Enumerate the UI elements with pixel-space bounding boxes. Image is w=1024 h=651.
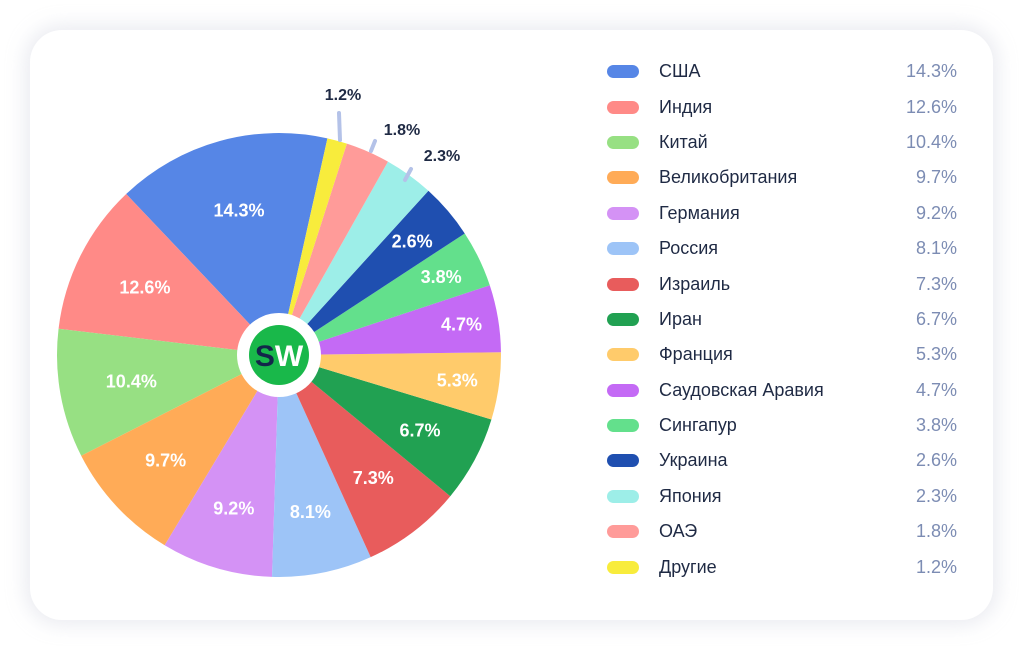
pie-slice <box>279 161 429 355</box>
pie-slice <box>279 190 465 355</box>
pie-slice <box>272 355 371 577</box>
legend-swatch-icon <box>607 454 639 468</box>
legend-label: США <box>659 61 701 82</box>
legend-item: Израиль 7.3% <box>607 266 957 301</box>
legend-value: 1.2% <box>915 556 957 577</box>
slice-label: 12.6% <box>119 278 170 298</box>
legend-item: Россия 8.1% <box>607 231 957 266</box>
pie-slice <box>279 352 501 420</box>
legend-swatch-icon <box>607 383 639 397</box>
pie-slice <box>279 138 347 355</box>
legend-swatch-icon <box>607 525 639 539</box>
pie-slice <box>279 285 501 355</box>
slice-label: 7.3% <box>353 468 394 488</box>
legend-item: Япония 2.3% <box>607 479 957 514</box>
legend-swatch-icon <box>607 560 639 574</box>
slice-label: 4.7% <box>441 314 482 334</box>
legend-item: Сингапур 3.8% <box>607 408 957 443</box>
legend: США 14.3% Индия 12.6% Китай 10.4% Великобритан… <box>607 54 957 585</box>
legend-label: Китай <box>659 131 708 152</box>
legend-value: 3.8% <box>915 415 957 436</box>
legend-item: Индия 12.6% <box>607 89 957 124</box>
slice-label: 6.7% <box>399 421 440 441</box>
logo-text: SW <box>255 340 304 373</box>
legend-label: Украина <box>659 450 728 471</box>
legend-label: Индия <box>659 96 713 117</box>
pie-slice <box>279 355 492 497</box>
pie-slice <box>279 143 388 355</box>
slice-label: 2.3% <box>424 148 460 165</box>
legend-swatch-icon <box>607 206 639 220</box>
slice-label: 1.8% <box>384 122 420 139</box>
legend-value: 8.1% <box>915 238 957 259</box>
legend-label: Великобритания <box>659 167 798 188</box>
legend-item: Китай 10.4% <box>607 125 957 160</box>
legend-item: ОАЭ 1.8% <box>607 514 957 549</box>
legend-value: 12.6% <box>905 96 957 117</box>
pie-slice <box>81 355 279 546</box>
legend-label: Израиль <box>659 273 731 294</box>
legend-swatch-icon <box>607 419 639 433</box>
legend-swatch-icon <box>607 242 639 256</box>
leader-line <box>369 139 377 153</box>
legend-item: Великобритания 9.7% <box>607 160 957 195</box>
legend-item: Германия 9.2% <box>607 196 957 231</box>
legend-item: Франция 5.3% <box>607 337 957 372</box>
slice-label: 2.6% <box>392 231 433 251</box>
legend-swatch-icon <box>607 171 639 185</box>
legend-item: Другие 1.2% <box>607 549 957 584</box>
legend-value: 9.7% <box>915 167 957 188</box>
legend-value: 10.4% <box>905 131 957 152</box>
pie-slice <box>126 133 328 355</box>
legend-value: 7.3% <box>915 273 957 294</box>
legend-item: Саудовская Аравия 4.7% <box>607 373 957 408</box>
legend-item: США 14.3% <box>607 54 957 89</box>
legend-value: 2.3% <box>915 485 957 506</box>
leader-line <box>337 111 342 142</box>
pie-slice <box>58 193 279 355</box>
slice-label: 9.2% <box>213 498 254 518</box>
legend-item: Украина 2.6% <box>607 443 957 478</box>
legend-label: Другие <box>659 556 717 577</box>
legend-swatch-icon <box>607 348 639 362</box>
pie-slice <box>56 328 279 456</box>
slice-label: 9.7% <box>145 451 186 471</box>
legend-swatch-icon <box>607 135 639 149</box>
legend-value: 9.2% <box>915 202 957 223</box>
legend-label: Япония <box>659 485 722 506</box>
logo-circle-icon <box>249 325 309 385</box>
legend-item: Иран 6.7% <box>607 302 957 337</box>
legend-value: 4.7% <box>915 379 957 400</box>
legend-value: 6.7% <box>915 308 957 329</box>
legend-swatch-icon <box>607 277 639 291</box>
slice-label: 3.8% <box>421 267 462 287</box>
legend-value: 1.8% <box>915 521 957 542</box>
legend-swatch-icon <box>607 489 639 503</box>
pie-slice <box>164 355 279 577</box>
legend-swatch-icon <box>607 65 639 79</box>
pie-slice <box>279 233 490 355</box>
legend-label: Россия <box>659 238 719 259</box>
legend-value: 5.3% <box>915 344 957 365</box>
legend-label: Сингапур <box>659 415 737 436</box>
legend-swatch-icon <box>607 312 639 326</box>
slice-label: 14.3% <box>214 200 265 220</box>
legend-value: 2.6% <box>915 450 957 471</box>
slice-label: 8.1% <box>290 502 331 522</box>
legend-value: 14.3% <box>905 61 957 82</box>
slice-label: 10.4% <box>106 371 157 391</box>
leader-line <box>403 167 413 182</box>
legend-label: Германия <box>659 202 740 223</box>
legend-label: ОАЭ <box>659 521 698 542</box>
legend-label: Франция <box>659 344 733 365</box>
slice-label: 1.2% <box>325 87 361 104</box>
legend-swatch-icon <box>607 100 639 114</box>
legend-label: Иран <box>659 308 702 329</box>
slice-label: 5.3% <box>437 370 478 390</box>
legend-label: Саудовская Аравия <box>659 379 824 400</box>
pie-slice <box>279 355 451 558</box>
